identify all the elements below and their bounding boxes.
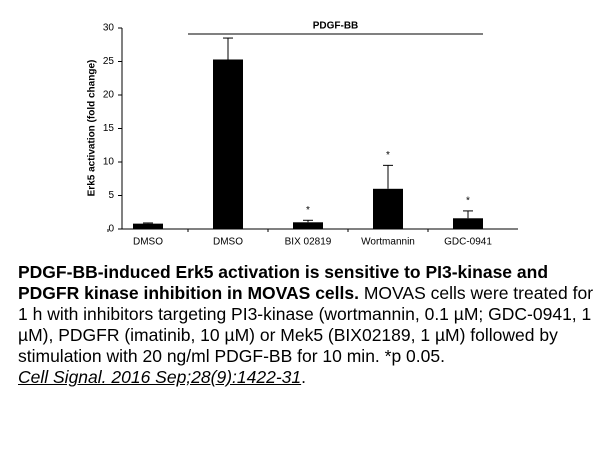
x-tick-label: Wortmannin xyxy=(361,237,415,248)
significance-label: * xyxy=(306,205,310,216)
y-axis-label: Erk5 activation (fold change) xyxy=(87,60,98,197)
caption: PDGF-BB-induced Erk5 activation is sensi… xyxy=(18,262,603,388)
y-tick-label: 20 xyxy=(103,90,115,101)
y-tick-label: 0 xyxy=(108,224,114,235)
x-tick-label: DMSO xyxy=(213,237,243,248)
bar xyxy=(453,218,483,229)
y-tick-label: 5 xyxy=(108,190,114,201)
y-tick-label: 25 xyxy=(103,56,115,67)
bar xyxy=(373,188,403,229)
bar xyxy=(213,59,243,229)
y-tick-label: 10 xyxy=(103,157,115,168)
significance-label: * xyxy=(386,150,390,161)
x-tick-label: BIX 02819 xyxy=(285,237,332,248)
citation-link[interactable]: Cell Signal. 2016 Sep;28(9):1422-31 xyxy=(18,367,302,387)
y-tick-label: 15 xyxy=(103,123,115,134)
y-tick-label: 30 xyxy=(103,23,115,34)
caption-body: MOVAS cells were treated for 1 h with in… xyxy=(18,283,594,366)
caption-title: PDGF-BB-induced Erk5 activation is sensi… xyxy=(18,262,549,303)
bar xyxy=(293,222,323,229)
bracket-label: PDGF-BB xyxy=(313,21,359,32)
significance-label: * xyxy=(466,196,470,207)
citation-suffix: . xyxy=(301,367,306,387)
chart: Erk5 activation (fold change) 0 5 10 15 20 25… xyxy=(87,21,518,248)
bar xyxy=(133,223,163,229)
x-tick-label: DMSO xyxy=(133,237,163,248)
x-tick-label: GDC-0941 xyxy=(444,237,492,248)
